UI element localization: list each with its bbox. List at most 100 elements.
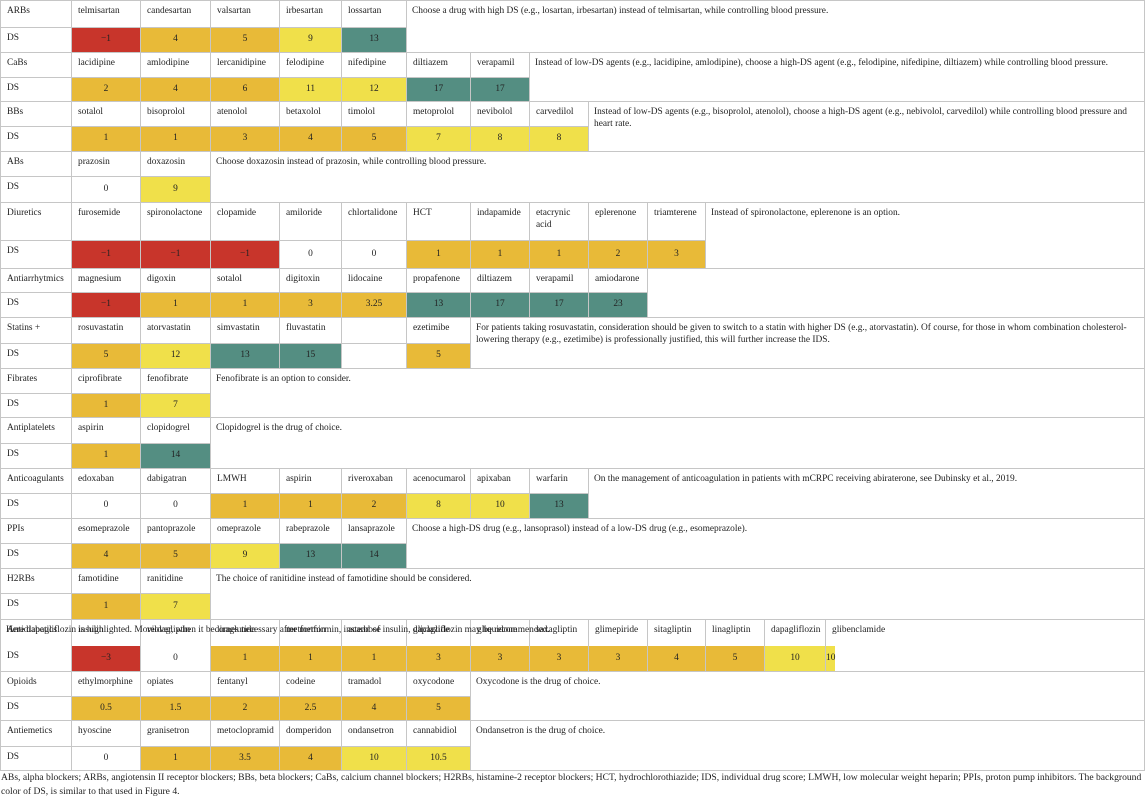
drug-name: atorvastatin [147,323,191,333]
grid-line [647,619,648,671]
ds-value-cell: 3 [530,646,588,671]
group-name: Antiarrhytmics [7,274,64,284]
ds-value-cell: 1 [141,747,210,770]
ds-value-cell: −1 [141,241,210,268]
grid-line [406,619,407,671]
grid-line [140,101,141,151]
drug-name: saxagliptin [536,625,578,635]
drug-name: magnesium [78,274,122,284]
grid-line [71,619,72,671]
grid-line [279,720,280,770]
ds-value-cell: 5 [141,544,210,568]
ds-value-cell: 3 [280,293,341,317]
ds-value-cell: 10 [765,646,825,671]
grid-line [0,27,406,28]
grid-line [0,77,529,78]
ds-value-cell: 0 [342,241,406,268]
group-name: CaBs [7,58,28,68]
grid-line [210,671,211,720]
grid-line [0,268,1,317]
drug-name [341,317,406,343]
table-footnote: ABs, alpha blockers; ARBs, angiotensin I… [1,772,1142,797]
grid-line [0,443,210,444]
drug-name: diltiazem [477,274,512,284]
grid-line [71,151,72,202]
drug-name: doxazosin [147,157,186,167]
ds-value-cell: 3.25 [342,293,406,317]
grid-line [140,151,141,202]
drug-name: ranitidine [147,574,183,584]
drug-name: aspirin [286,474,312,484]
grid-line [588,619,589,671]
drug-name: nifedipine [348,58,387,68]
ds-label: DS [7,132,19,142]
group-name: Anticoagulants [7,474,64,484]
grid-line [71,518,72,568]
grid-line [0,126,588,127]
ds-value-cell: 14 [342,544,406,568]
ds-value-cell: 1 [211,646,279,671]
ds-value-cell: 7 [141,594,210,619]
grid-line [140,0,141,52]
ds-label: DS [7,298,19,308]
drug-name: HCT [413,208,432,218]
ds-label: DS [7,449,19,459]
grid-line [71,202,72,268]
ds-value-cell: 9 [211,544,279,568]
grid-line [470,202,471,268]
grid-line [0,151,1,202]
ds-value-cell: 5 [706,646,764,671]
drug-name: furosemide [78,208,121,218]
grid-line [0,292,647,293]
drug-name: irbesartan [286,6,323,16]
ds-value-cell: 2 [589,241,647,268]
ds-value-cell: 5 [342,127,406,151]
grid-line [406,101,407,151]
grid-line [279,52,280,101]
grid-line [470,52,471,101]
recommendation-note: For patients taking rosuvastatin, consid… [476,323,1127,345]
drug-name: clopidogrel [147,423,190,433]
grid-line [0,468,1145,469]
grid-line [406,720,407,770]
grid-line [210,151,211,202]
grid-line [279,468,280,518]
drug-name: sotalol [217,274,242,284]
grid-line [210,0,211,52]
grid-line [647,202,648,268]
drug-name: valsartan [217,6,251,16]
ds-value-cell: 1.5 [141,697,210,720]
grid-line [470,317,471,368]
drug-name: verapamil [477,58,515,68]
grid-line [0,493,588,494]
ds-label: DS [7,246,19,256]
drug-name: opiates [147,677,174,687]
drug-name: atenolol [217,107,248,117]
recommendation-note: Instead of spironolactone, eplerenone is… [711,208,901,218]
drug-name: pantoprazole [147,524,196,534]
ds-value-cell: 2 [211,697,279,720]
ds-value-cell: 4 [648,646,705,671]
grid-line [0,671,1,720]
ds-label: DS [7,349,19,359]
grid-line [71,417,72,468]
ds-value-cell: 4 [72,544,140,568]
ds-value-cell: 6 [211,78,279,101]
drug-name: hyoscine [78,726,112,736]
group-name: BBs [7,107,24,117]
grid-line [140,368,141,417]
ds-label: DS [7,549,19,559]
grid-line [341,468,342,518]
ds-label: DS [7,651,19,661]
grid-line [71,101,72,151]
grid-line [705,619,706,671]
grid-line [0,543,406,544]
grid-line [0,202,1,268]
grid-line [470,101,471,151]
ds-value-cell: 13 [530,494,588,518]
grid-line [341,202,342,268]
ds-value-cell: 5 [407,697,470,720]
ds-value-cell: 13 [280,544,341,568]
grid-line [341,619,342,671]
grid-line [279,518,280,568]
